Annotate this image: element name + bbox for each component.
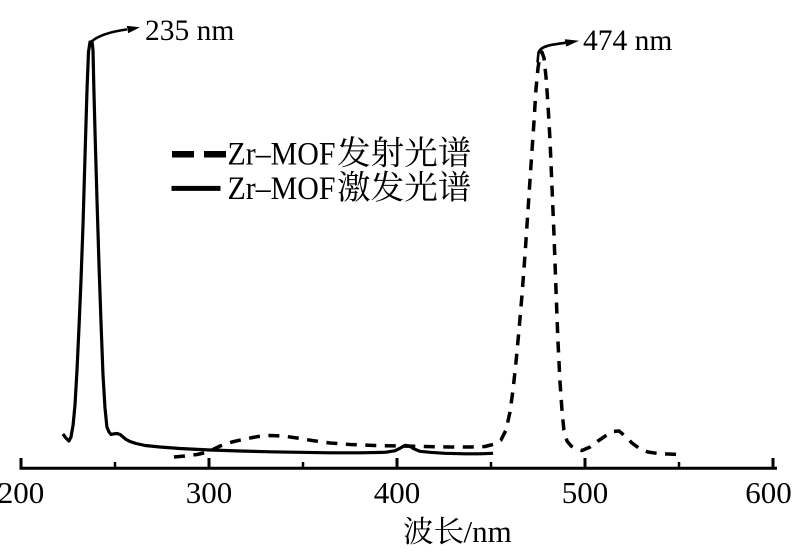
x-axis-tick-label: 600 [745,475,792,510]
cjk-char-icon [435,516,463,545]
annotation-excitation-text: 235 nm [145,15,234,47]
legend-emission-latin: Zr–MOF [228,137,336,173]
annotation-emission-peak: 474 nm [536,25,672,63]
x-axis-tick-label: 200 [0,475,44,510]
excitation-spectrum-curve [61,40,494,456]
emission-spectrum-curve [173,50,680,459]
x-axis-label-cjk [404,516,463,545]
annotation-arrow-line [536,41,566,63]
legend-item-excitation: Zr–MOF [171,170,471,207]
cjk-char-icon [404,516,433,545]
cjk-char-icon [439,170,471,202]
cjk-char-icon [405,170,437,202]
x-axis-label-suffix: /nm [464,514,512,549]
x-axis-tick-label: 400 [374,475,421,510]
x-axis-tick-label: 500 [562,475,609,510]
legend: Zr–MOF Zr–MOF [171,136,471,207]
cjk-char-icon [338,136,370,168]
cjk-char-icon [338,170,370,202]
annotation-arrow-line [90,28,128,43]
cjk-char-icon [439,136,471,168]
x-axis-label: /nm [404,514,512,549]
annotation-excitation-peak: 235 nm [90,15,234,47]
cjk-char-icon [371,170,403,202]
spectra-curves [61,40,680,459]
legend-item-emission: Zr–MOF [172,136,471,173]
annotation-emission-text: 474 nm [583,25,672,57]
legend-emission-cjk [338,136,471,168]
x-axis: 200 300 400 500 600 [0,458,792,510]
annotation-arrowhead-icon [126,25,140,34]
x-axis-ticks [19,458,775,470]
legend-excitation-cjk [338,170,471,202]
x-axis-tick-label: 300 [186,475,233,510]
annotation-arrowhead-icon [564,39,579,47]
legend-excitation-latin: Zr–MOF [228,171,336,207]
cjk-char-icon [371,136,404,168]
x-axis-tick-labels: 200 300 400 500 600 [0,475,792,510]
cjk-char-icon [405,136,437,168]
